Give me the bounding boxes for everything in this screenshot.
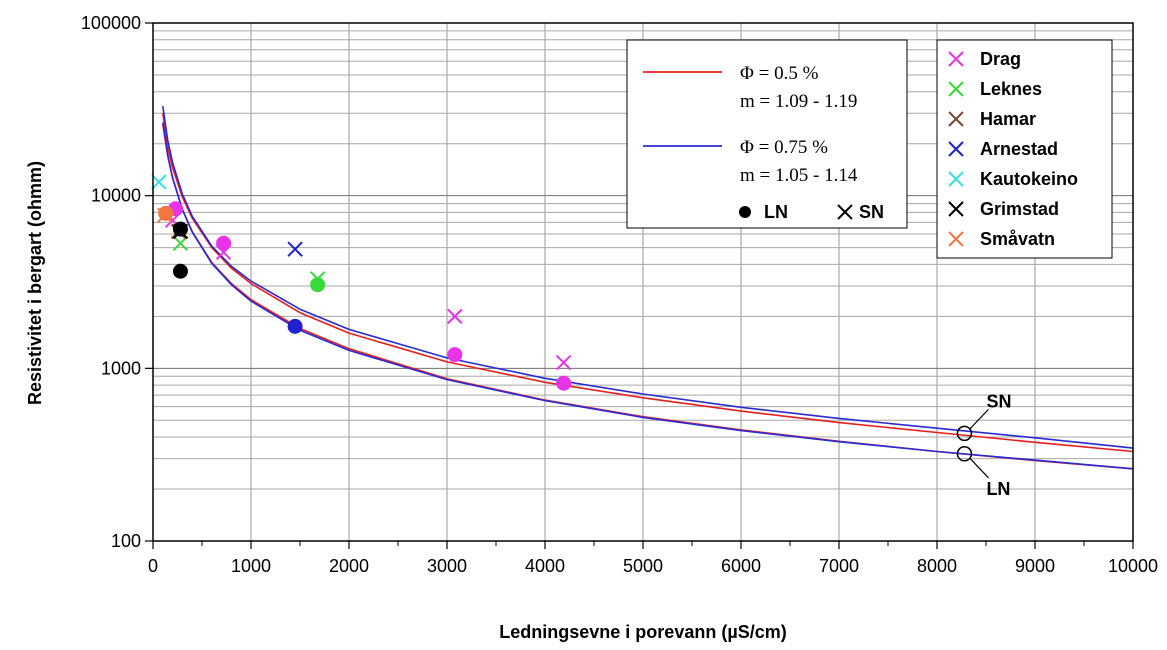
data-point-sn bbox=[172, 223, 189, 240]
data-point-ln bbox=[172, 221, 188, 237]
data-point-sn bbox=[447, 308, 463, 325]
data-point-ln bbox=[556, 375, 572, 391]
legend-site-marker bbox=[948, 231, 964, 247]
series-curve bbox=[162, 113, 1134, 453]
annotation-circle bbox=[956, 425, 973, 442]
data-point-ln bbox=[447, 347, 463, 363]
cross-stroke bbox=[948, 51, 964, 67]
cross-stroke bbox=[215, 244, 232, 260]
legend-curve-label: m = 1.05 - 1.14 bbox=[740, 165, 858, 186]
cross-stroke bbox=[948, 111, 964, 127]
legend-curve-label: m = 1.09 - 1.19 bbox=[740, 91, 857, 112]
annotations: SN LN bbox=[956, 391, 1011, 499]
x-tick-label: 7000 bbox=[819, 556, 859, 576]
legend-site-marker bbox=[948, 141, 964, 157]
cross-stroke bbox=[164, 212, 181, 229]
cross-stroke bbox=[172, 223, 189, 240]
x-tick-label: 6000 bbox=[721, 556, 761, 576]
legend-site-label: Grimstad bbox=[980, 199, 1059, 219]
data-point-sn bbox=[287, 241, 303, 257]
legend-site-label: Kautokeino bbox=[980, 169, 1078, 189]
y-tick-label: 1000 bbox=[101, 358, 141, 378]
legend-site-label: Drag bbox=[980, 49, 1021, 69]
cross-stroke bbox=[157, 207, 173, 223]
data-point-sn bbox=[157, 207, 173, 223]
data-point-sn bbox=[215, 244, 232, 260]
legend-site-marker bbox=[948, 51, 964, 67]
legend-site-marker bbox=[948, 201, 964, 217]
legend-curve-label: Φ = 0.5 % bbox=[740, 63, 819, 84]
y-tick-label: 100000 bbox=[81, 13, 141, 33]
cross-stroke bbox=[948, 171, 964, 187]
legend-site-marker bbox=[948, 171, 964, 187]
legend-curve-label: Φ = 0.75 % bbox=[740, 137, 828, 158]
data-point-sn bbox=[555, 354, 572, 371]
annotation-leader bbox=[969, 457, 989, 479]
data-point-ln bbox=[216, 235, 232, 251]
axis-ticks: 0 1000 2000 3000 4000 5000 6000 7000 8000 9000 100… bbox=[81, 13, 1158, 576]
annotation-label: SN bbox=[986, 391, 1011, 411]
cross-stroke bbox=[309, 271, 326, 287]
data-point-sn bbox=[309, 271, 326, 287]
cross-stroke bbox=[948, 231, 964, 247]
x-tick-label: 3000 bbox=[427, 556, 467, 576]
curve-legend: Φ = 0.5 % m = 1.09 - 1.19 Φ = 0.75 % m = 1.… bbox=[626, 39, 908, 229]
y-tick-label: 100 bbox=[111, 531, 141, 551]
cross-stroke bbox=[151, 174, 167, 190]
data-point-sn bbox=[151, 174, 167, 190]
cross-stroke bbox=[447, 308, 463, 325]
data-point-ln bbox=[310, 277, 326, 293]
x-tick-label: 1000 bbox=[231, 556, 271, 576]
series-curve bbox=[162, 105, 1134, 449]
x-tick-label: 10000 bbox=[1108, 556, 1158, 576]
x-tick-label: 9000 bbox=[1015, 556, 1055, 576]
data-point-ln bbox=[287, 318, 303, 334]
cross-stroke bbox=[948, 141, 964, 157]
site-legend: Drag Leknes Hamar Arnestad Kautokeino Grimsta… bbox=[936, 39, 1113, 259]
legend-marker-sn bbox=[837, 204, 853, 220]
annotation-leader bbox=[969, 408, 989, 430]
legend-site-marker bbox=[948, 111, 964, 127]
x-tick-label: 8000 bbox=[917, 556, 957, 576]
legend-site-label: Leknes bbox=[980, 79, 1042, 99]
cross-stroke bbox=[837, 204, 853, 220]
cross-stroke bbox=[948, 81, 964, 97]
y-tick-label: 10000 bbox=[91, 186, 141, 206]
x-tick-label: 0 bbox=[148, 556, 158, 576]
legend-site-label: Hamar bbox=[980, 109, 1036, 129]
x-axis-title: Ledningsevne i porevann (µS/cm) bbox=[499, 622, 786, 642]
legend-site-label: Arnestad bbox=[980, 139, 1058, 159]
x-tick-label: 5000 bbox=[623, 556, 663, 576]
y-axis-title: Resistivitet i bergart (ohmm) bbox=[25, 161, 45, 405]
x-tick-label: 4000 bbox=[525, 556, 565, 576]
data-point-ln bbox=[172, 263, 188, 279]
cross-stroke bbox=[555, 354, 572, 371]
x-tick-label: 2000 bbox=[329, 556, 369, 576]
cross-stroke bbox=[948, 201, 964, 217]
legend-marker-ln bbox=[739, 206, 751, 218]
cross-stroke bbox=[287, 241, 303, 257]
data-points bbox=[151, 174, 572, 391]
legend-sn-label: SN bbox=[859, 202, 884, 222]
annotation-label: LN bbox=[986, 479, 1010, 499]
annotation-circle bbox=[956, 446, 973, 462]
legend-ln-label: LN bbox=[764, 202, 788, 222]
legend-site-marker bbox=[948, 81, 964, 97]
legend-site-label: Småvatn bbox=[980, 229, 1055, 249]
